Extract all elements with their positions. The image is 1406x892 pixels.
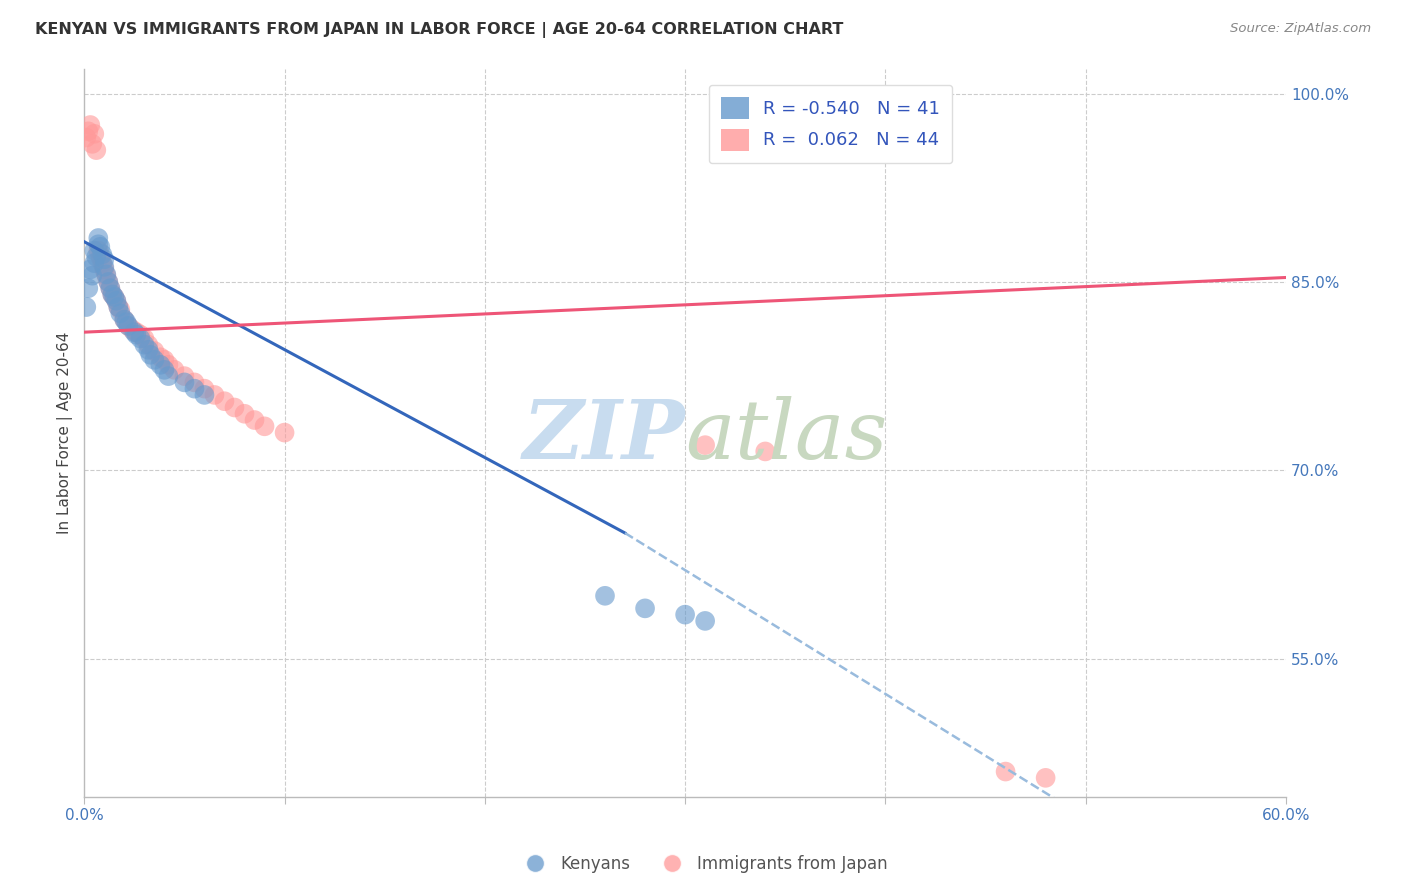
Point xyxy=(77,124,100,138)
Point xyxy=(125,325,148,339)
Point xyxy=(695,614,717,628)
Point xyxy=(994,764,1017,779)
Point xyxy=(107,300,129,314)
Point xyxy=(124,325,146,339)
Point xyxy=(214,394,236,409)
Point xyxy=(149,351,172,365)
Legend: Kenyans, Immigrants from Japan: Kenyans, Immigrants from Japan xyxy=(512,848,894,880)
Point xyxy=(93,262,115,277)
Y-axis label: In Labor Force | Age 20-64: In Labor Force | Age 20-64 xyxy=(58,332,73,533)
Point xyxy=(173,376,195,390)
Point xyxy=(103,290,125,304)
Point xyxy=(204,388,226,402)
Legend: R = -0.540   N = 41, R =  0.062   N = 44: R = -0.540 N = 41, R = 0.062 N = 44 xyxy=(709,85,952,163)
Point xyxy=(134,331,156,345)
Point xyxy=(75,130,97,145)
Point xyxy=(695,438,717,452)
Point xyxy=(134,337,156,351)
Point xyxy=(129,331,152,345)
Point xyxy=(103,290,125,304)
Point xyxy=(77,281,100,295)
Point xyxy=(110,302,132,317)
Point xyxy=(139,348,162,362)
Point xyxy=(84,143,107,157)
Point xyxy=(97,275,120,289)
Point xyxy=(224,401,246,415)
Point xyxy=(75,300,97,314)
Point xyxy=(115,315,138,329)
Point xyxy=(79,262,101,277)
Point xyxy=(149,358,172,372)
Point xyxy=(83,244,105,258)
Point xyxy=(157,358,180,372)
Point xyxy=(107,300,129,314)
Point xyxy=(754,444,776,458)
Point xyxy=(157,369,180,384)
Point xyxy=(243,413,266,427)
Point xyxy=(233,407,256,421)
Point xyxy=(273,425,295,440)
Point xyxy=(101,287,124,301)
Point xyxy=(117,318,139,333)
Point xyxy=(93,260,115,274)
Point xyxy=(121,323,143,337)
Point xyxy=(91,247,114,261)
Point xyxy=(98,281,121,295)
Point xyxy=(153,363,176,377)
Text: KENYAN VS IMMIGRANTS FROM JAPAN IN LABOR FORCE | AGE 20-64 CORRELATION CHART: KENYAN VS IMMIGRANTS FROM JAPAN IN LABOR… xyxy=(35,22,844,38)
Text: ZIP: ZIP xyxy=(523,396,685,476)
Point xyxy=(87,244,110,258)
Point xyxy=(97,275,120,289)
Point xyxy=(87,231,110,245)
Point xyxy=(193,388,215,402)
Point xyxy=(183,376,205,390)
Text: Source: ZipAtlas.com: Source: ZipAtlas.com xyxy=(1230,22,1371,36)
Point xyxy=(82,268,104,283)
Point xyxy=(129,327,152,342)
Point xyxy=(112,312,135,326)
Point xyxy=(105,293,128,308)
Point xyxy=(112,312,135,326)
Text: atlas: atlas xyxy=(685,396,887,476)
Point xyxy=(138,343,160,357)
Point xyxy=(634,601,657,615)
Point xyxy=(173,369,195,384)
Point xyxy=(89,240,111,254)
Point xyxy=(91,256,114,270)
Point xyxy=(93,252,115,267)
Point xyxy=(143,343,166,358)
Point xyxy=(98,281,121,295)
Point xyxy=(117,318,139,333)
Point xyxy=(84,250,107,264)
Point xyxy=(87,237,110,252)
Point xyxy=(163,363,186,377)
Point xyxy=(1035,771,1057,785)
Point xyxy=(89,250,111,264)
Point xyxy=(593,589,616,603)
Point xyxy=(83,256,105,270)
Point xyxy=(673,607,696,622)
Point xyxy=(96,268,118,283)
Point xyxy=(125,327,148,342)
Point xyxy=(82,136,104,151)
Point xyxy=(83,127,105,141)
Point xyxy=(153,352,176,367)
Point xyxy=(96,268,118,282)
Point xyxy=(253,419,276,434)
Point xyxy=(105,293,128,308)
Point xyxy=(138,337,160,351)
Point xyxy=(183,382,205,396)
Point xyxy=(193,382,215,396)
Point xyxy=(143,352,166,367)
Point xyxy=(101,287,124,301)
Point xyxy=(110,306,132,320)
Point xyxy=(79,118,101,132)
